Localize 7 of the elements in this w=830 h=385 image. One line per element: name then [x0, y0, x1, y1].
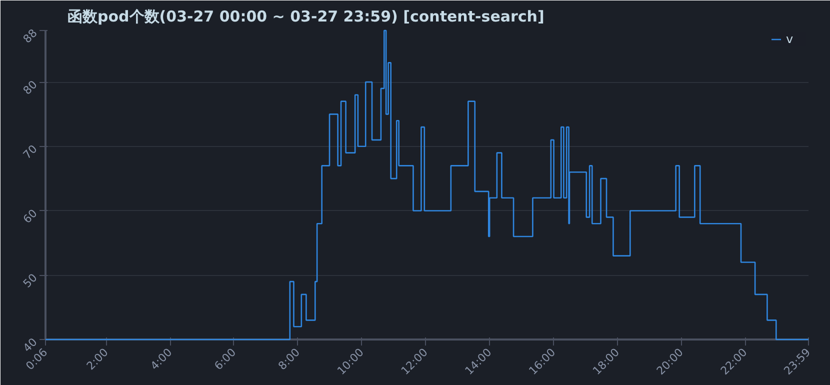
y-tick-label: 88 [20, 26, 40, 46]
legend-label: v [786, 32, 794, 46]
y-tick-label: 70 [20, 142, 40, 162]
y-tick-label: 50 [20, 271, 40, 290]
chart-title: 函数pod个数(03-27 00:00 ~ 03-27 23:59) [content-search] [68, 8, 544, 26]
y-tick-label: 60 [20, 206, 40, 226]
y-tick-label: 80 [20, 78, 40, 98]
